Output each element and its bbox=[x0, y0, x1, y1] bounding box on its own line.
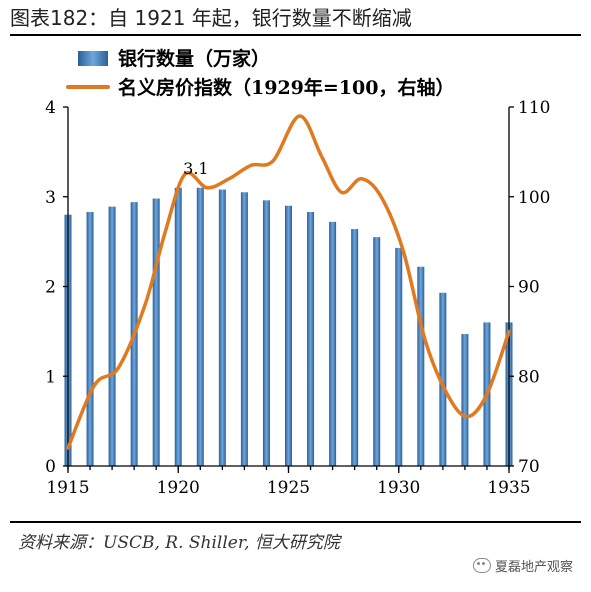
annotations: 3.1 bbox=[183, 159, 208, 178]
legend-bar-swatch bbox=[78, 51, 108, 66]
y-right-tick-label: 70 bbox=[518, 457, 540, 477]
bar-1916 bbox=[86, 212, 94, 466]
data-label-peak: 3.1 bbox=[183, 159, 208, 178]
y-left-tick-label: 3 bbox=[45, 188, 56, 208]
legend-label-bank-count: 银行数量（万家） bbox=[118, 47, 270, 70]
y-right-tick-label: 110 bbox=[518, 98, 550, 118]
bar-1925 bbox=[285, 205, 292, 466]
bank-count-house-price-chart: 银行数量（万家） 名义房价指数（1929年=100，右轴） 0 1 2 3 4 70 80 90… bbox=[45, 47, 550, 498]
x-tick-label: 1925 bbox=[267, 478, 310, 498]
bar-1917 bbox=[108, 206, 116, 466]
source-divider bbox=[10, 521, 581, 523]
figure-title: 图表182：自 1921 年起，银行数量不断缩减 bbox=[10, 6, 412, 30]
x-tick-label: 1930 bbox=[377, 478, 420, 498]
legend-label-house-price: 名义房价指数（1929年=100，右轴） bbox=[118, 76, 454, 99]
x-tick-label: 1915 bbox=[46, 478, 89, 498]
y-right-tick-label: 90 bbox=[518, 278, 540, 298]
x-tick-label: 1935 bbox=[487, 478, 530, 498]
bar-1927 bbox=[329, 221, 337, 466]
source-note: 资料来源：USCB, R. Shiller, 恒大研究院 bbox=[18, 533, 340, 553]
y-left-tick-label: 1 bbox=[45, 367, 56, 387]
bar-1922 bbox=[218, 189, 226, 466]
watermark-text: 夏磊地产观察 bbox=[494, 560, 573, 575]
bar-1932 bbox=[439, 292, 447, 466]
title-divider bbox=[10, 34, 581, 36]
y-left-tick-label: 0 bbox=[45, 457, 56, 477]
bar-1931 bbox=[417, 266, 425, 466]
chat-icon bbox=[472, 558, 491, 573]
bar-1920 bbox=[174, 187, 182, 466]
bar-series bbox=[64, 187, 513, 467]
y-left-tick-label: 4 bbox=[45, 98, 56, 118]
bar-1923 bbox=[240, 192, 248, 466]
bar-1926 bbox=[307, 212, 315, 466]
watermark: 夏磊地产观察 bbox=[472, 556, 573, 575]
axes: 0 1 2 3 4 70 80 90 100 110 1915 1920 1925 1930 1935 bbox=[45, 98, 550, 498]
y-right-tick-label: 100 bbox=[518, 188, 550, 208]
y-left-tick-label: 2 bbox=[45, 278, 56, 298]
legend: 银行数量（万家） 名义房价指数（1929年=100，右轴） bbox=[66, 47, 454, 99]
house-price-line bbox=[66, 114, 511, 450]
line-series bbox=[66, 114, 511, 450]
bar-1930 bbox=[395, 247, 403, 466]
bar-1921 bbox=[196, 187, 204, 466]
bar-1933 bbox=[461, 334, 469, 466]
y-right-tick-label: 80 bbox=[518, 367, 540, 387]
x-tick-label: 1920 bbox=[157, 478, 200, 498]
bar-1924 bbox=[262, 200, 270, 466]
bar-1928 bbox=[351, 229, 359, 466]
bar-1929 bbox=[373, 237, 381, 466]
bar-1919 bbox=[152, 198, 160, 467]
